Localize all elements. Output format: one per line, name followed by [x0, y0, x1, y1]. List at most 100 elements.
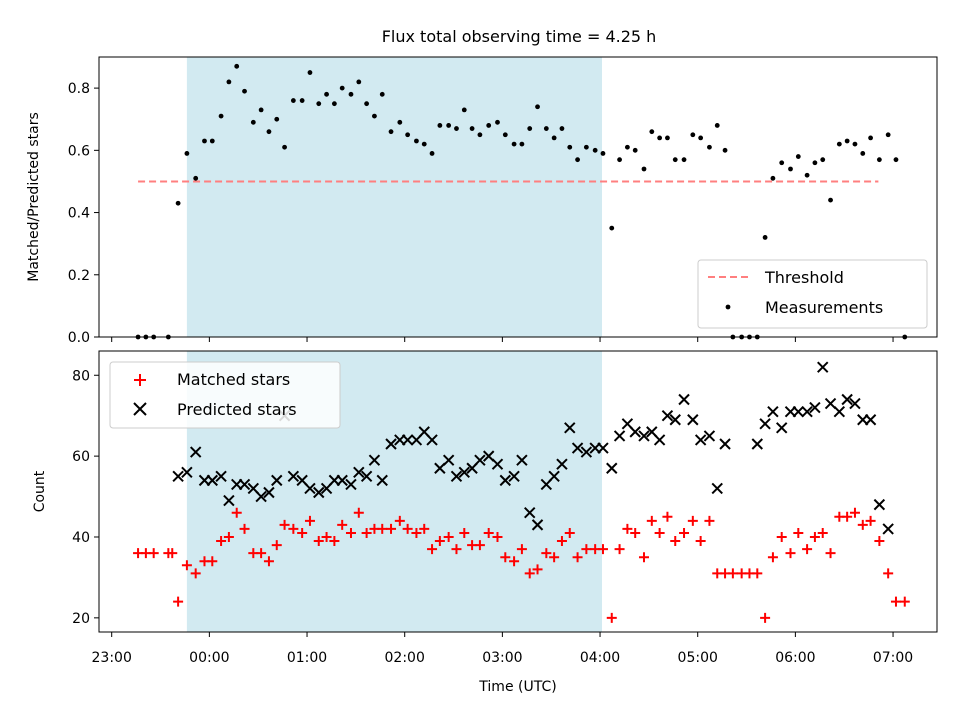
matched-star-point-48 — [524, 568, 535, 579]
predicted-star-point-8 — [238, 478, 251, 491]
count-ytick-label-0: 20 — [72, 611, 90, 627]
ratio-ytick-label-0: 0.0 — [68, 330, 90, 346]
measurement-point-90 — [876, 157, 882, 163]
matched-star-point-36 — [427, 544, 438, 555]
ratio-panel: 0.00.20.40.60.8 Matched/Predicted stars … — [26, 56, 938, 346]
predicted-star-point-61 — [669, 414, 681, 426]
measurement-point-51 — [559, 126, 565, 131]
matched-star-point-31 — [386, 523, 397, 534]
predicted-star-point-57 — [638, 430, 650, 442]
predicted-star-point-6 — [223, 494, 235, 507]
predicted-star-point-28 — [401, 434, 414, 446]
predicted-star-point-16 — [304, 482, 316, 495]
measurement-point-38 — [454, 126, 459, 131]
predicted-star-point-59 — [653, 434, 666, 446]
measurement-point-35 — [429, 151, 435, 156]
measurement-point-12 — [242, 88, 247, 94]
predicted-star-point-44 — [531, 519, 544, 531]
matched-star-point-4 — [167, 548, 178, 559]
matched-star-point-33 — [402, 523, 413, 534]
predicted-star-point-75 — [801, 405, 813, 418]
measurement-point-66 — [681, 157, 687, 163]
measurement-point-87 — [852, 141, 858, 147]
predicted-star-point-62 — [678, 393, 690, 406]
matched-star-point-57 — [597, 544, 608, 555]
measurement-point-56 — [600, 151, 606, 156]
matched-star-point-46 — [509, 556, 520, 567]
time-xtick-label-2: 01:00 — [287, 650, 327, 666]
matched-star-point-80 — [785, 548, 796, 559]
predicted-star-point-14 — [287, 470, 300, 483]
predicted-star-point-47 — [556, 458, 568, 470]
measurement-point-28 — [372, 113, 377, 119]
matched-star-point-53 — [564, 527, 575, 538]
matched-star-point-87 — [842, 511, 853, 522]
matched-star-point-45 — [500, 552, 511, 563]
predicted-star-point-64 — [694, 434, 707, 446]
matched-star-point-18 — [279, 519, 290, 530]
time-xtick-label-6: 05:00 — [678, 650, 718, 666]
measurement-point-52 — [567, 144, 573, 150]
predicted-star-point-65 — [703, 430, 716, 442]
matched-star-point-19 — [288, 523, 299, 534]
measurement-point-63 — [657, 135, 663, 141]
measurement-point-15 — [266, 129, 272, 135]
measurement-point-58 — [617, 157, 622, 163]
measurement-point-64 — [665, 135, 670, 141]
matched-star-point-77 — [760, 612, 771, 623]
predicted-star-point-76 — [809, 401, 821, 414]
matched-star-point-42 — [474, 540, 485, 551]
predicted-star-point-21 — [345, 478, 357, 491]
measurement-point-67 — [690, 132, 696, 138]
matched-star-point-63 — [646, 515, 657, 526]
measurement-point-39 — [461, 107, 467, 113]
measurement-point-20 — [307, 70, 313, 75]
matched-star-point-91 — [874, 536, 885, 547]
time-xtick-label-1: 00:00 — [189, 650, 229, 666]
time-xtick-label-4: 03:00 — [482, 650, 522, 666]
measurement-point-86 — [844, 138, 850, 144]
count-legend: Matched stars Predicted stars — [109, 361, 341, 429]
predicted-star-point-32 — [434, 462, 446, 474]
matched-star-point-37 — [434, 536, 445, 547]
matched-legend-label: Matched stars — [177, 370, 290, 389]
matched-star-point-21 — [304, 515, 315, 526]
predicted-star-point-85 — [882, 523, 894, 535]
matched-star-point-82 — [802, 544, 813, 555]
measurement-point-16 — [274, 116, 280, 122]
measurement-point-33 — [414, 138, 419, 144]
predicted-star-point-67 — [719, 438, 731, 450]
predicted-star-point-37 — [474, 454, 486, 466]
measurement-points — [135, 63, 908, 340]
matched-star-point-62 — [638, 552, 649, 563]
matched-star-point-10 — [216, 536, 227, 547]
ratio-ytick-label-4: 0.8 — [68, 81, 90, 97]
ratio-ytick-label-1: 0.2 — [68, 268, 90, 284]
count-ytick-label-3: 80 — [72, 368, 90, 384]
matched-star-point-34 — [411, 527, 422, 538]
measurement-point-36 — [437, 123, 443, 128]
matched-legend-swatch — [134, 374, 146, 386]
measurement-point-55 — [592, 147, 598, 153]
measurement-point-61 — [641, 166, 647, 172]
count-plot-frame — [98, 350, 938, 633]
matched-star-point-2 — [148, 548, 159, 559]
matched-star-point-67 — [679, 527, 690, 538]
predicted-star-point-49 — [571, 442, 584, 454]
predicted-star-point-41 — [508, 470, 520, 483]
predicted-star-point-54 — [613, 430, 626, 442]
predicted-star-point-33 — [442, 454, 455, 466]
time-xtick-label-3: 02:00 — [385, 650, 425, 666]
predicted-star-point-17 — [313, 486, 325, 499]
matched-star-point-90 — [865, 515, 876, 526]
measurement-point-42 — [486, 123, 492, 128]
predicted-star-point-23 — [360, 470, 373, 483]
measurement-point-89 — [868, 135, 873, 141]
matched-star-point-35 — [419, 523, 430, 534]
measurement-point-24 — [339, 85, 345, 91]
matched-star-point-16 — [263, 556, 274, 567]
predicted-star-point-66 — [711, 482, 723, 495]
predicted-star-point-10 — [255, 490, 267, 503]
count-y-label: Count — [32, 470, 48, 512]
predicted-star-point-12 — [271, 474, 283, 487]
